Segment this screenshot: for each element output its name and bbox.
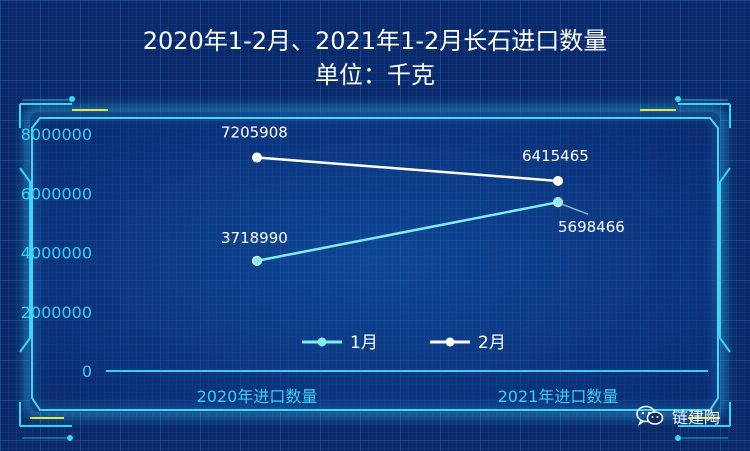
label-leader-line xyxy=(561,203,589,215)
watermark: 链建陶 xyxy=(636,404,720,428)
data-point[interactable] xyxy=(553,175,563,186)
data-point[interactable] xyxy=(252,152,262,163)
x-tick-label: 2020年进口数量 xyxy=(197,387,318,406)
watermark-text: 链建陶 xyxy=(672,408,721,427)
x-tick-label: 2021年进口数量 xyxy=(498,387,619,406)
data-label: 7205908 xyxy=(221,124,288,142)
data-label: 5698466 xyxy=(558,218,625,236)
legend-swatch-marker xyxy=(445,337,455,347)
chart-subtitle: 单位：千克 xyxy=(315,61,435,89)
series-line xyxy=(256,200,559,263)
y-tick-label: 6000000 xyxy=(21,184,92,203)
legend-label[interactable]: 2月 xyxy=(478,333,506,353)
data-point[interactable] xyxy=(553,197,563,208)
plot-area: 3718990 5698466 7205908 6415465 xyxy=(221,124,625,266)
data-point[interactable] xyxy=(252,255,262,266)
y-tick-label: 2000000 xyxy=(21,303,92,322)
y-tick-label: 4000000 xyxy=(21,244,92,263)
y-tick-label: 0 xyxy=(82,362,92,381)
data-label: 6415465 xyxy=(522,147,589,165)
y-axis: 0 2000000 4000000 6000000 8000000 xyxy=(21,125,92,381)
chart-title: 2020年1-2月、2021年1-2月长石进口数量 xyxy=(142,27,608,55)
y-tick-label: 8000000 xyxy=(21,125,92,144)
wechat-icon xyxy=(636,405,664,426)
legend: 1月 2月 xyxy=(302,333,506,353)
series-line xyxy=(256,156,559,183)
panel-frame xyxy=(19,96,731,441)
legend-label[interactable]: 1月 xyxy=(350,333,378,353)
x-axis: 2020年进口数量 2021年进口数量 xyxy=(197,387,619,406)
data-label: 3718990 xyxy=(221,229,288,247)
legend-swatch-marker xyxy=(317,337,327,347)
